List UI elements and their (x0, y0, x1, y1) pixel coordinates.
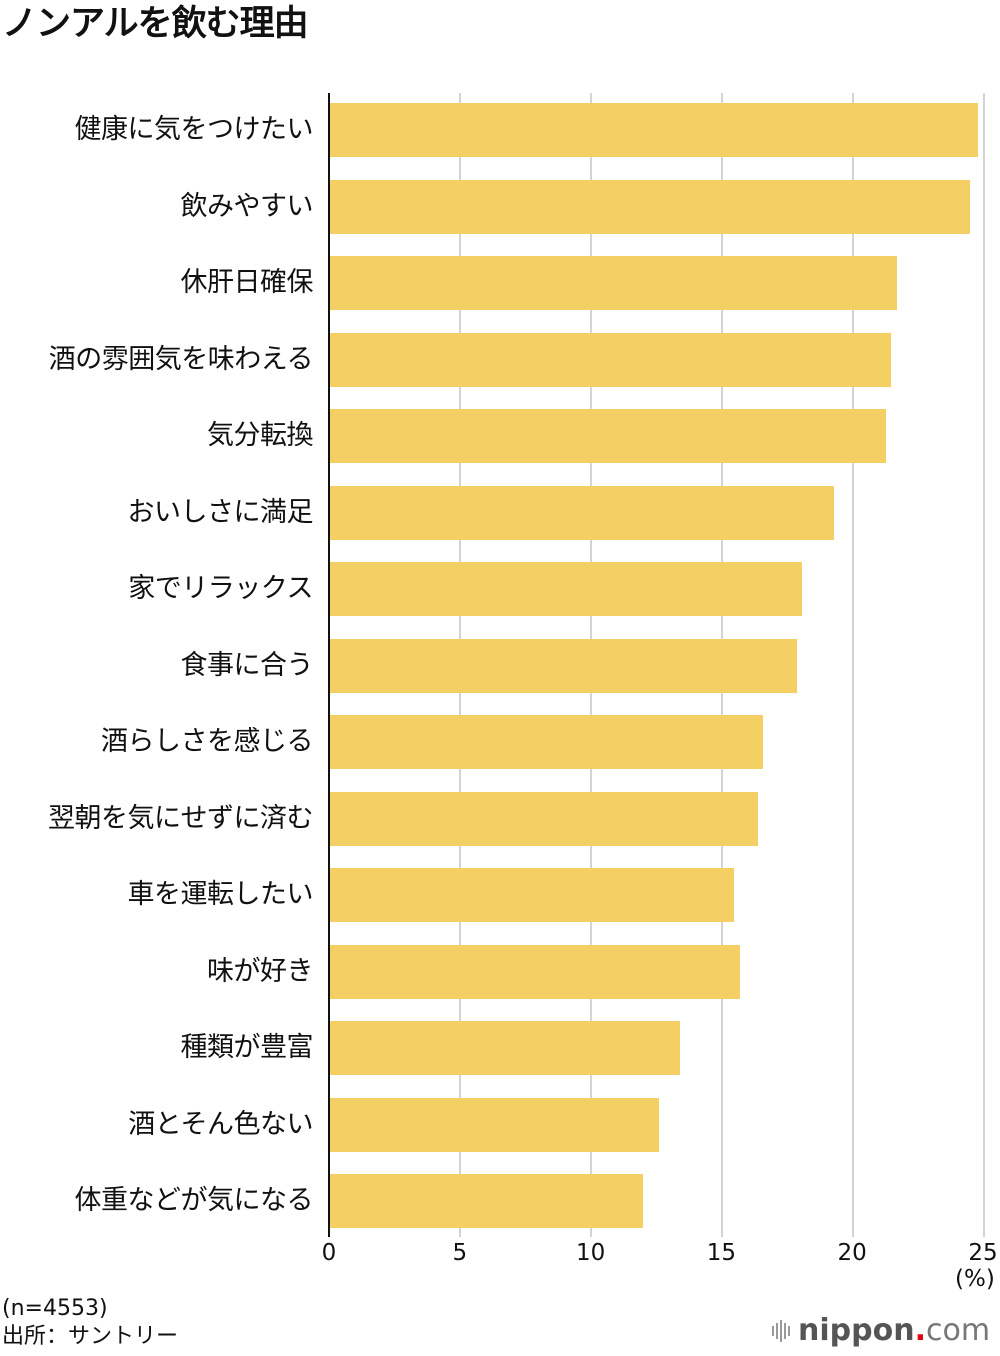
bar (329, 715, 764, 769)
category-label: 健康に気をつけたい (74, 114, 314, 145)
sound-wave-icon (772, 1319, 790, 1342)
category-label: 体重などが気になる (74, 1185, 314, 1216)
category-label: 種類が豊富 (180, 1032, 314, 1063)
bar (329, 332, 892, 387)
bar (329, 868, 735, 922)
category-label: おいしさに満足 (127, 496, 314, 528)
bar (329, 791, 759, 846)
bar (329, 256, 897, 310)
bar (329, 1097, 659, 1152)
bar (329, 1174, 643, 1228)
x-tick-label: 0 (321, 1240, 337, 1266)
category-label: 休肝日確保 (180, 267, 314, 298)
x-tick-label: 25 (968, 1240, 998, 1266)
bar (329, 638, 798, 693)
bar (329, 179, 970, 234)
category-label: 家でリラックス (128, 573, 313, 604)
category-label: 味が好き (207, 955, 314, 987)
x-axis-unit: (%) (955, 1266, 995, 1292)
plot-area (328, 93, 989, 1237)
bar (329, 485, 834, 540)
category-label: 車を運転したい (127, 879, 314, 910)
y-axis-line (328, 93, 330, 1237)
gridline-25 (983, 93, 985, 1237)
bar (329, 1021, 680, 1075)
category-label: 食事に合う (180, 649, 314, 681)
logo-wordmark: nippon.com (798, 1313, 991, 1348)
bar (329, 944, 740, 999)
sample-size-note: (n=4553) (2, 1296, 108, 1321)
bar (329, 103, 978, 157)
category-label: 酒らしさを感じる (101, 726, 314, 757)
bar (329, 562, 803, 616)
x-tick-label: 15 (706, 1240, 737, 1266)
category-label: 気分転換 (207, 420, 314, 451)
category-label: 酒とそん色ない (128, 1108, 313, 1140)
x-tick-label: 10 (575, 1240, 606, 1266)
gridline-20 (852, 93, 854, 1237)
category-label: 翌朝を気にせずに済む (48, 802, 314, 834)
chart-title: ノンアルを飲む理由 (2, 4, 309, 44)
source-note: 出所：サントリー (2, 1324, 179, 1349)
x-tick-label: 5 (452, 1240, 468, 1266)
category-label: 酒の雰囲気を味わえる (48, 343, 314, 375)
category-label: 飲みやすい (180, 190, 314, 222)
x-tick-label: 20 (837, 1240, 867, 1266)
nippon-logo: nippon.com (772, 1313, 990, 1348)
bar (329, 409, 887, 463)
